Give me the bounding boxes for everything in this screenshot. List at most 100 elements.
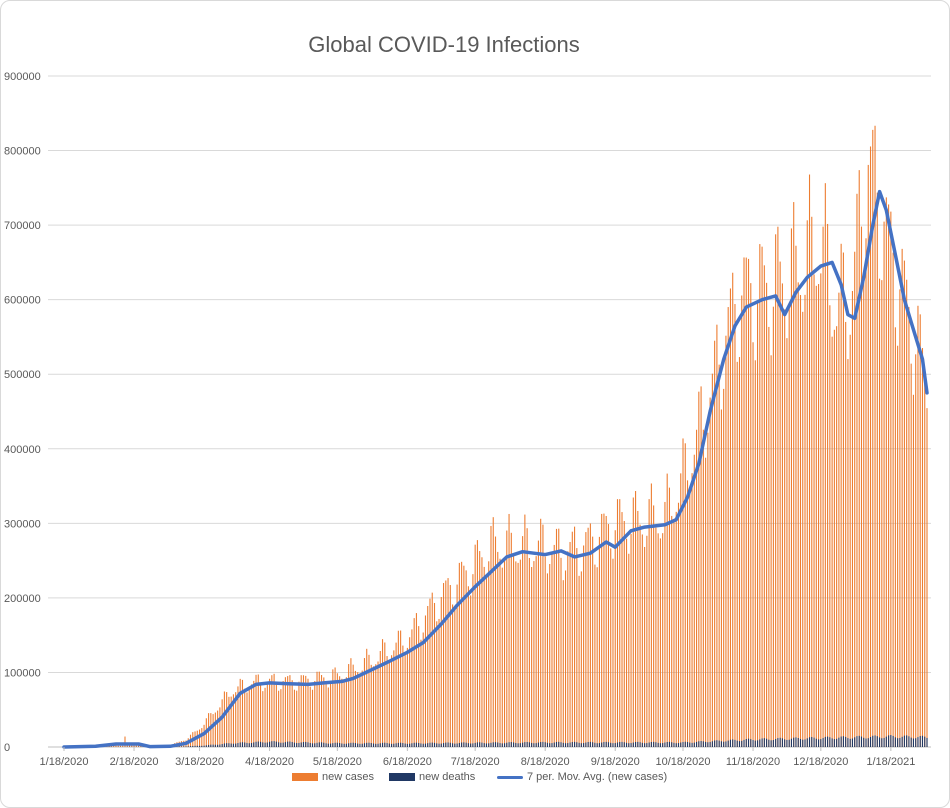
bar-new-cases: [517, 562, 519, 747]
x-tick-label: 3/18/2020: [175, 756, 224, 768]
bar-new-deaths: [786, 739, 788, 747]
bar-new-deaths: [919, 736, 921, 747]
bar-new-cases: [203, 724, 205, 747]
bar-new-cases: [418, 626, 420, 747]
bar-new-deaths: [646, 743, 648, 747]
bar-new-deaths: [716, 740, 718, 747]
bar-new-deaths: [804, 739, 806, 747]
x-tick-label: 4/18/2020: [245, 756, 294, 768]
bar-new-cases: [705, 457, 707, 747]
bar-new-deaths: [332, 743, 334, 747]
bar-new-deaths: [368, 742, 370, 747]
bar-new-cases: [594, 564, 596, 747]
bar-new-deaths: [253, 742, 255, 747]
bar-new-cases: [924, 372, 926, 747]
bar-new-cases: [822, 226, 824, 748]
bar-new-deaths: [639, 742, 641, 747]
bar-new-cases: [522, 536, 524, 747]
bar-new-cases: [388, 660, 390, 747]
bar-new-cases: [320, 675, 323, 747]
bar-new-deaths: [700, 740, 702, 747]
bar-new-deaths: [849, 738, 851, 747]
bar-new-deaths: [271, 741, 273, 747]
bar-new-cases: [829, 305, 831, 747]
bar-new-deaths: [499, 743, 501, 747]
bar-new-cases: [289, 675, 291, 747]
bar-new-cases: [648, 499, 650, 747]
bar-new-cases: [680, 473, 682, 747]
bar-new-deaths: [899, 737, 901, 747]
bar-new-cases: [533, 561, 535, 747]
bar-new-deaths: [847, 738, 849, 747]
bar-new-deaths: [583, 743, 585, 747]
bar-new-cases: [400, 630, 402, 747]
bar-new-deaths: [725, 741, 727, 747]
bar-new-deaths: [564, 743, 567, 747]
bar-new-deaths: [831, 738, 833, 747]
bar-new-deaths: [259, 741, 262, 747]
bar-new-cases: [635, 491, 637, 747]
bar-new-deaths: [250, 743, 253, 747]
bar-new-cases: [589, 523, 591, 747]
bar-new-deaths: [467, 743, 469, 747]
bar-new-cases: [488, 561, 490, 747]
bar-new-deaths: [743, 739, 745, 747]
bar-new-cases: [614, 530, 616, 747]
legend-label-new-cases: new cases: [322, 771, 374, 783]
bar-new-deaths: [845, 736, 847, 747]
bar-new-cases: [381, 639, 384, 747]
bar-new-cases: [876, 192, 878, 748]
bar-new-cases: [269, 678, 271, 747]
bar-new-deaths: [528, 742, 530, 747]
bar-new-deaths: [289, 741, 291, 747]
bar-new-deaths: [824, 736, 826, 747]
bar-new-deaths: [424, 743, 427, 747]
bar-new-deaths: [576, 742, 578, 747]
bar-new-deaths: [420, 743, 422, 747]
bar-new-deaths: [741, 740, 743, 747]
bar-new-deaths: [323, 742, 325, 747]
bar-new-deaths: [808, 737, 811, 747]
bar-new-cases: [250, 684, 253, 747]
bar-new-cases: [278, 690, 280, 747]
bar-new-deaths: [772, 740, 774, 747]
bar-new-cases: [393, 650, 395, 747]
bar-new-cases: [689, 492, 691, 747]
bar-new-deaths: [542, 741, 544, 747]
x-tick-label: 1/18/2020: [40, 756, 89, 768]
bar-new-cases: [770, 355, 772, 747]
bar-new-deaths: [388, 743, 390, 747]
legend-swatch-moving-average: [497, 775, 523, 779]
bar-new-cases: [230, 696, 232, 747]
bar-new-cases: [449, 585, 451, 747]
bar-new-deaths: [345, 743, 347, 747]
bar-new-cases: [436, 621, 438, 747]
bar-new-deaths: [795, 737, 797, 747]
bar-new-cases: [535, 556, 537, 747]
bar-new-deaths: [454, 743, 456, 747]
bar-new-deaths: [696, 741, 698, 747]
bar-new-deaths: [723, 741, 725, 747]
bar-new-cases: [117, 745, 119, 747]
bar-new-deaths: [395, 743, 397, 747]
bar-new-cases: [603, 513, 605, 747]
bar-new-cases: [366, 648, 368, 747]
bar-new-deaths: [641, 742, 643, 747]
bar-new-cases: [221, 699, 223, 747]
bar-new-deaths: [906, 735, 908, 747]
bar-new-cases: [836, 326, 838, 747]
bar-new-deaths: [833, 739, 835, 747]
bar-new-cases: [411, 629, 413, 747]
bar-new-deaths: [352, 742, 354, 747]
y-tick-label: 700000: [4, 220, 41, 232]
bar-new-cases: [867, 164, 869, 748]
bar-new-deaths: [698, 741, 700, 747]
bar-new-cases: [379, 650, 381, 747]
x-tick-label: 7/18/2020: [451, 756, 500, 768]
bar-new-cases: [217, 710, 219, 747]
bar-new-cases: [332, 669, 334, 747]
bar-new-deaths: [614, 743, 616, 747]
bar-new-deaths: [784, 739, 786, 747]
bar-new-cases: [354, 670, 356, 747]
bar-new-cases: [341, 678, 343, 747]
